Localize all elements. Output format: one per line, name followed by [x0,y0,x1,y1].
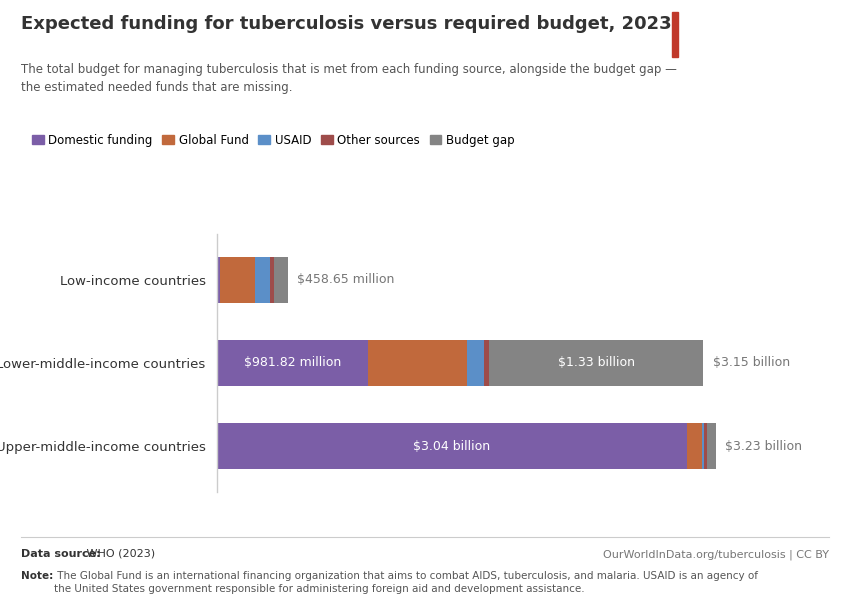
Bar [484,340,490,386]
Bar [217,257,219,302]
Bar [274,257,287,302]
Bar [217,424,687,469]
Text: The Global Fund is an international financing organization that aims to combat A: The Global Fund is an international fina… [54,571,757,595]
Text: $981.82 million: $981.82 million [244,356,341,370]
Bar [687,424,702,469]
Text: Our World
in Data: Our World in Data [685,22,745,45]
Legend: Domestic funding, Global Fund, USAID, Other sources, Budget gap: Domestic funding, Global Fund, USAID, Ot… [27,129,519,151]
Text: Data source:: Data source: [21,549,101,559]
Bar [255,257,269,302]
Text: $458.65 million: $458.65 million [297,273,394,286]
Bar [672,12,678,57]
Bar [217,340,369,386]
Bar [369,340,468,386]
Bar [704,424,706,469]
Text: $3.04 billion: $3.04 billion [413,440,490,453]
Bar [219,257,255,302]
Bar [269,257,274,302]
Text: WHO (2023): WHO (2023) [83,549,156,559]
Text: $1.33 billion: $1.33 billion [558,356,635,370]
Bar [490,340,704,386]
Text: Expected funding for tuberculosis versus required budget, 2023: Expected funding for tuberculosis versus… [21,15,672,33]
Bar [468,340,484,386]
Text: The total budget for managing tuberculosis that is met from each funding source,: The total budget for managing tuberculos… [21,63,677,94]
Text: $3.15 billion: $3.15 billion [712,356,790,370]
Bar [702,424,704,469]
Text: $3.23 billion: $3.23 billion [725,440,802,453]
Text: OurWorldInData.org/tuberculosis | CC BY: OurWorldInData.org/tuberculosis | CC BY [603,549,829,559]
Text: Note:: Note: [21,571,54,581]
Bar [706,424,716,469]
